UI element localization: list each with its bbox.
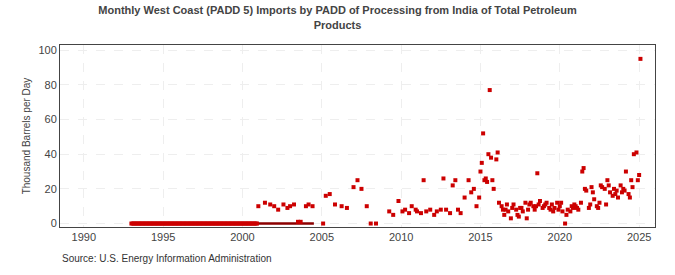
svg-text:2005: 2005 [310,231,334,243]
svg-text:0: 0 [51,217,57,229]
svg-text:Monthly West Coast (PADD 5) Im: Monthly West Coast (PADD 5) Imports by P… [98,4,577,30]
svg-text:100: 100 [38,44,56,56]
svg-text:2020: 2020 [548,231,572,243]
svg-text:2000: 2000 [230,231,254,243]
svg-text:Thousand Barrels per Day: Thousand Barrels per Day [21,78,32,195]
svg-text:Source: U.S. Energy Informatio: Source: U.S. Energy Information Administ… [62,253,272,264]
svg-text:2010: 2010 [389,231,413,243]
svg-text:1990: 1990 [72,231,96,243]
svg-text:80: 80 [45,79,57,91]
svg-text:2015: 2015 [468,231,492,243]
svg-text:20: 20 [45,183,57,195]
svg-text:60: 60 [45,113,57,125]
svg-text:1995: 1995 [151,231,175,243]
svg-text:2025: 2025 [627,231,651,243]
svg-text:40: 40 [45,148,57,160]
